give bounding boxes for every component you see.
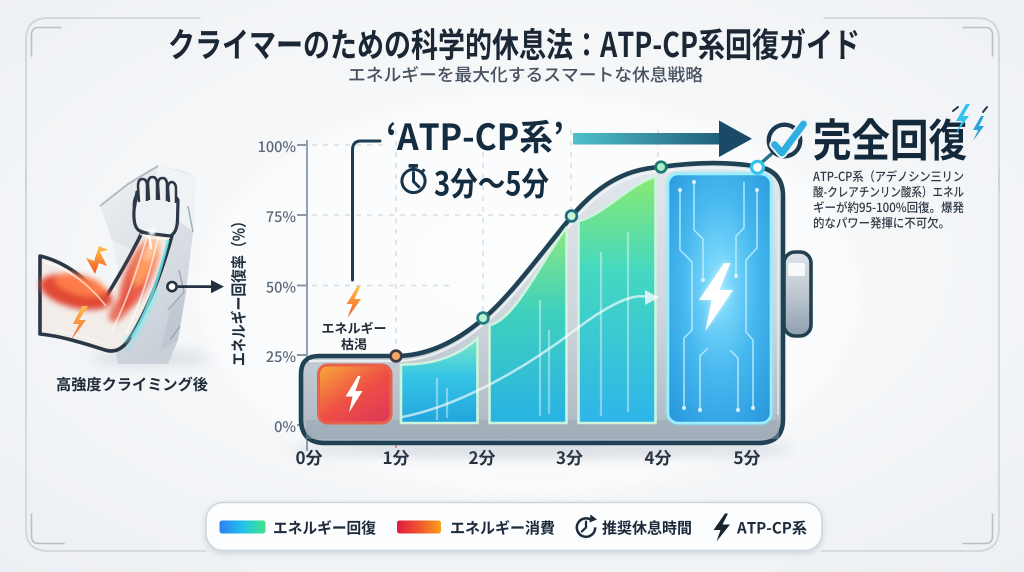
svg-text:エネルギー回復: エネルギー回復 [273, 517, 376, 539]
svg-text:100%: 100% [258, 136, 297, 157]
svg-text:3分〜5分: 3分〜5分 [434, 158, 549, 206]
svg-text:0%: 0% [274, 416, 296, 437]
svg-text:完全回復: 完全回復 [813, 105, 967, 170]
svg-text:75%: 75% [266, 206, 297, 227]
svg-text:エネルギー回復率（%）: エネルギー回復率（%） [226, 214, 250, 366]
svg-text:エネルギー: エネルギー [321, 318, 386, 337]
svg-text:‘ATP-CP系’: ‘ATP-CP系’ [386, 109, 564, 161]
svg-text:ATP-CP系（アデノシン三リン: ATP-CP系（アデノシン三リン [813, 166, 964, 185]
svg-text:50%: 50% [266, 277, 297, 298]
svg-text:ATP-CP系: ATP-CP系 [736, 517, 807, 539]
svg-text:ギーが約95-100%回復。爆発: ギーが約95-100%回復。爆発 [813, 197, 964, 216]
svg-text:高強度クライミング後: 高強度クライミング後 [56, 373, 208, 395]
svg-text:25%: 25% [266, 346, 297, 367]
svg-text:クライマーのための科学的休息法：ATP-CP系回復ガイド: クライマーのための科学的休息法：ATP-CP系回復ガイド [168, 18, 860, 67]
svg-text:酸-クレアチンリン酸系）エネル: 酸-クレアチンリン酸系）エネル [813, 182, 964, 201]
svg-text:エネルギーを最大化するスマートな休息戦略: エネルギーを最大化するスマートな休息戦略 [348, 62, 704, 87]
svg-text:推奨休息時間: 推奨休息時間 [602, 517, 692, 539]
svg-text:的なパワー発揮に不可欠。: 的なパワー発揮に不可欠。 [813, 213, 950, 232]
svg-text:エネルギー消費: エネルギー消費 [450, 517, 555, 539]
svg-text:枯渇: 枯渇 [341, 334, 367, 353]
